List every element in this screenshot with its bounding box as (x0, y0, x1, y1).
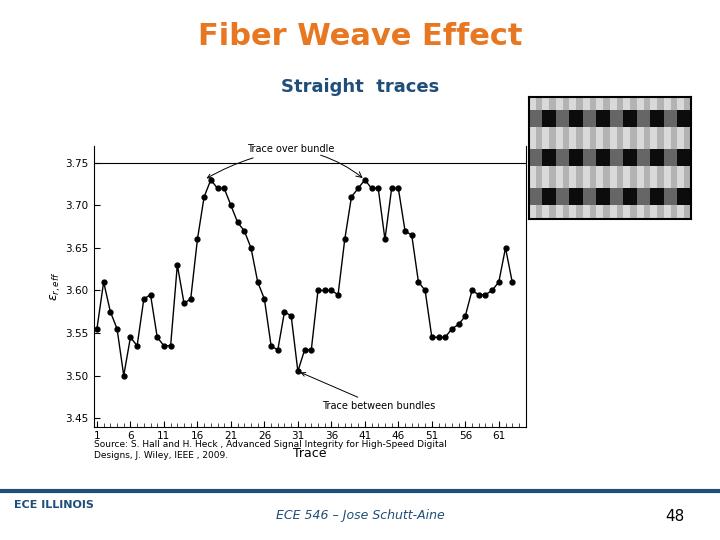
Y-axis label: $\varepsilon_{r, eff}$: $\varepsilon_{r, eff}$ (48, 272, 63, 301)
Text: ECE ILLINOIS: ECE ILLINOIS (14, 500, 94, 510)
Text: Trace over bundle: Trace over bundle (207, 144, 335, 178)
Text: Trace between bundles: Trace between bundles (302, 373, 435, 411)
X-axis label: Trace: Trace (293, 447, 326, 460)
Text: Source: S. Hall and H. Heck , Advanced Signal Integrity for High-Speed Digital
D: Source: S. Hall and H. Heck , Advanced S… (94, 440, 446, 460)
Text: Fiber Weave Effect: Fiber Weave Effect (198, 22, 522, 51)
Text: ECE 546 – Jose Schutt-Aine: ECE 546 – Jose Schutt-Aine (276, 509, 444, 522)
Text: Straight  traces: Straight traces (281, 78, 439, 96)
Text: 48: 48 (665, 509, 684, 524)
